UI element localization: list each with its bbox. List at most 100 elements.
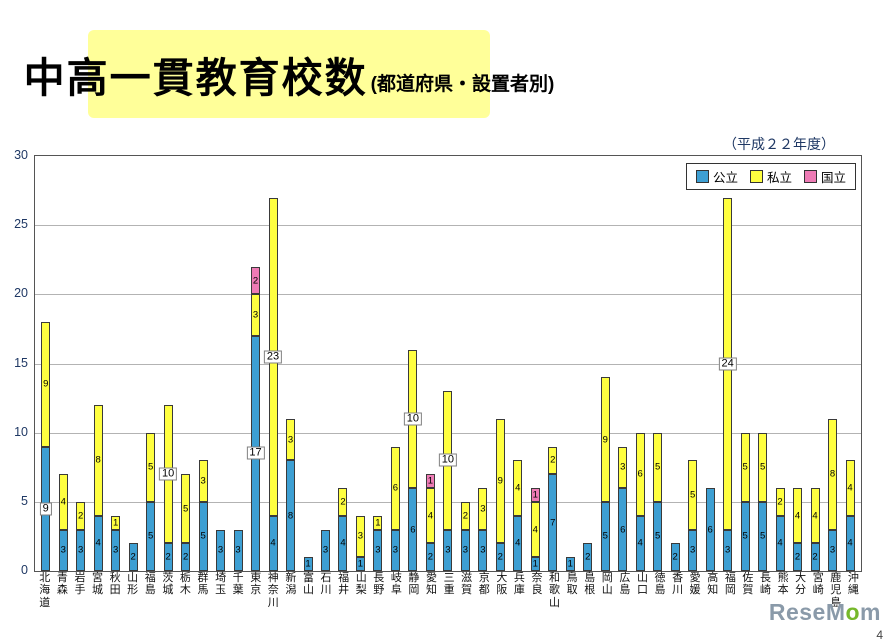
x-axis-label-char: 長 (759, 572, 771, 584)
x-axis-label-char: 青 (56, 572, 68, 584)
x-axis-label: 青森 (54, 572, 72, 609)
bar-value-label: 4 (270, 537, 276, 549)
bar-segment-公立: 7 (548, 474, 558, 571)
resemom-logo: ReseMom (769, 599, 881, 626)
bar-segment-私立: 2 (460, 501, 470, 530)
x-axis-label: 京都 (475, 572, 493, 609)
bar-value-label: 5 (602, 530, 608, 542)
bar-segment-私立: 5 (758, 432, 768, 502)
legend-label: 国立 (820, 171, 846, 185)
x-axis-label-char: 石 (320, 572, 332, 584)
bar-segment-公立: 3 (320, 529, 330, 571)
x-axis-label-char: 本 (777, 584, 789, 597)
bar-segment-公立: 3 (76, 529, 86, 571)
bar-segment-私立: 3 (198, 460, 208, 502)
x-axis-label-char: 滋 (461, 572, 473, 584)
x-axis-label: 岩手 (71, 572, 89, 609)
bar-column: 2 (124, 156, 141, 571)
bar-value-label: 3 (200, 475, 206, 487)
bar-segment-私立: 4 (845, 460, 855, 516)
bar-segment-公立: 2 (495, 543, 505, 571)
bar-value-label: 6 (620, 523, 626, 535)
x-axis-label: 山形 (124, 572, 142, 609)
bar-value-label: 5 (759, 530, 766, 542)
x-axis-label: 東京 (247, 572, 265, 609)
x-axis-label-char: 奈 (267, 584, 279, 597)
bar-segment-公立: 3 (688, 529, 698, 571)
bar-value-label: 9 (602, 433, 608, 445)
bar-value-label: 2 (794, 551, 801, 563)
bar-segment-私立: 4 (793, 488, 803, 544)
x-axis-label-char: 奈 (531, 572, 543, 584)
x-axis-label-char: 玉 (215, 584, 227, 597)
bar-segment-私立: 24 (718, 197, 737, 530)
y-tick-label: 0 (21, 563, 28, 577)
bar-value-label: 4 (637, 537, 643, 549)
bar-column: 3 (212, 156, 229, 571)
x-axis-label: 大阪 (493, 572, 511, 609)
bar-value-label: 4 (794, 509, 801, 521)
resemom-logo-accent: o (845, 599, 861, 625)
x-axis-label-char: 高 (707, 572, 719, 584)
legend-item: 国立 (803, 167, 846, 186)
bar-stack: 3 10 (438, 391, 457, 571)
x-axis-label: 沖縄 (845, 572, 863, 609)
x-axis-label-char: 海 (39, 584, 51, 597)
bar-value-label: 2 (427, 551, 434, 563)
x-axis-label: 長野 (370, 572, 388, 609)
x-axis-label-char: 賀 (742, 584, 754, 597)
x-axis-label-char: 媛 (689, 584, 701, 597)
x-axis-label-char: 知 (426, 584, 437, 597)
bar-segment-公立: 4 (268, 515, 278, 571)
bar-column: 2 10 (159, 156, 178, 571)
x-axis-label-char: 根 (584, 584, 596, 597)
bar-column: 2 (666, 156, 683, 571)
x-axis-label-char: 潟 (285, 584, 297, 597)
x-axis-label-char: 歌 (549, 584, 561, 597)
bar-segment-公立: 6 (705, 488, 715, 571)
bar-stack: 17 3 2 (246, 266, 265, 571)
bar-value-label: 3 (217, 544, 224, 556)
x-axis-label-char: 熊 (777, 572, 789, 584)
bar-segment-公立: 3 (443, 529, 453, 571)
bar-value-label: 3 (235, 544, 241, 556)
x-axis-label: 神奈川 (265, 572, 283, 609)
bar-value-label: 3 (724, 544, 731, 556)
bar-column: 17 3 2 (246, 156, 265, 571)
x-axis-label: 福島 (141, 572, 159, 609)
bar-segment-公立: 4 (845, 515, 855, 571)
bar-value-label: 3 (620, 461, 626, 473)
bar-value-label: 9 (39, 502, 52, 516)
bar-segment-公立: 3 (233, 529, 243, 571)
bar-value-label: 4 (812, 509, 818, 521)
x-axis-label: 鹿児島 (827, 572, 845, 609)
x-axis-label-char: 川 (267, 596, 279, 609)
title-box: 中高一貫教育校数 (都道府県・設置者別) (24, 30, 554, 118)
x-axis-label-char: 宮 (92, 572, 104, 584)
x-axis-label: 大分 (792, 572, 810, 609)
x-axis-label: 福岡 (722, 572, 740, 609)
x-axis-label-char: 口 (636, 584, 648, 597)
bar-segment-公立: 3 (111, 529, 121, 571)
bar-value-label: 1 (113, 516, 119, 528)
bar-value-label: 2 (672, 551, 678, 563)
x-axis-label: 埼玉 (212, 572, 230, 609)
